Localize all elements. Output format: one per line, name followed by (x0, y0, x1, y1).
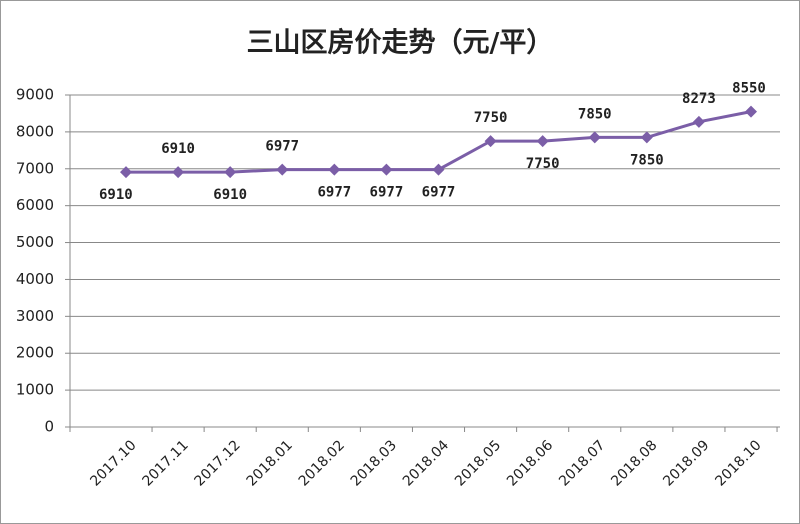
marker (536, 135, 549, 148)
data-label: 6910 (213, 187, 247, 203)
marker (224, 166, 237, 179)
chart-title: 三山区房价走势（元/平） (247, 28, 554, 59)
y-tick-label: 9000 (16, 86, 54, 104)
data-label: 7850 (630, 152, 664, 168)
y-tick-label: 0 (44, 418, 54, 436)
data-label: 7850 (578, 106, 612, 122)
marker (276, 163, 289, 176)
y-tick-label: 5000 (16, 233, 54, 251)
y-tick-label: 8000 (16, 122, 54, 140)
data-label: 8550 (732, 81, 766, 97)
y-tick-label: 1000 (16, 381, 54, 399)
data-label: 6910 (99, 187, 133, 203)
marker (172, 166, 185, 179)
data-label: 6910 (161, 141, 195, 157)
data-label: 6977 (422, 185, 456, 201)
data-label: 6977 (317, 185, 351, 201)
marker (432, 163, 445, 176)
data-label: 6977 (265, 139, 299, 155)
marker (745, 105, 757, 118)
y-tick-label: 4000 (16, 270, 54, 288)
marker (380, 163, 393, 176)
y-tick-label: 7000 (16, 159, 54, 177)
marker (692, 115, 705, 128)
marker (328, 163, 341, 176)
y-tick-label: 2000 (16, 344, 54, 362)
data-label: 7750 (526, 156, 560, 172)
data-label: 8273 (682, 91, 716, 107)
marker (588, 131, 601, 144)
data-label: 6977 (370, 185, 404, 201)
y-tick-label: 6000 (16, 196, 54, 214)
marker (484, 135, 497, 148)
marker (120, 166, 132, 179)
data-label: 7750 (474, 110, 508, 126)
y-tick-label: 3000 (16, 307, 54, 325)
marker (640, 131, 653, 144)
